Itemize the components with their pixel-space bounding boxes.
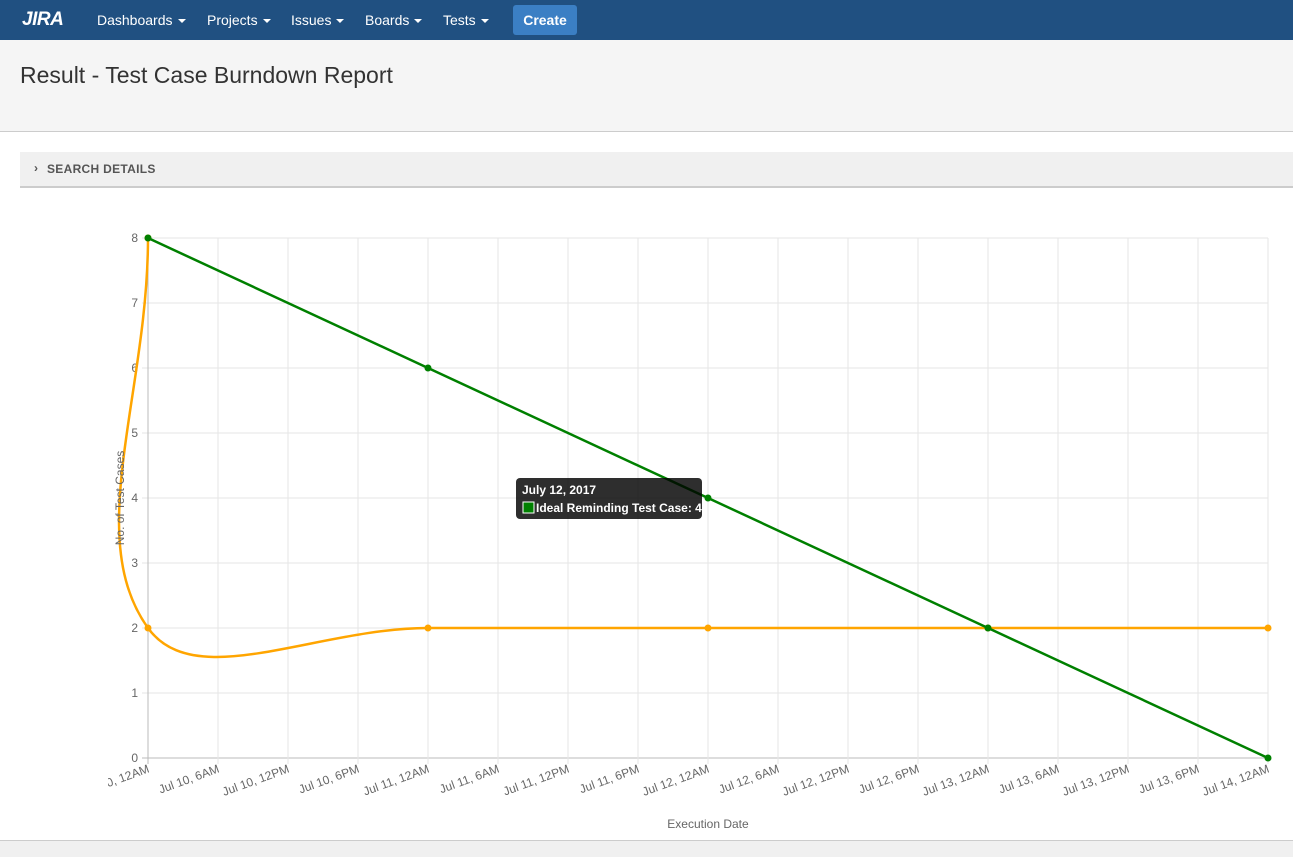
x-tick-label: Jul 11, 6PM: [578, 762, 642, 797]
search-details[interactable]: › SEARCH DETAILS: [20, 152, 1293, 188]
x-tick-label: Jul 14, 12AM: [1200, 762, 1271, 799]
x-tick-label: Jul 12, 6PM: [857, 762, 921, 797]
x-tick-label: Jul 12, 12AM: [640, 762, 711, 799]
tooltip: July 12, 2017 Ideal Reminding Test Case:…: [516, 478, 702, 519]
y-tick-label: 2: [131, 621, 138, 635]
y-tick-label: 1: [131, 686, 138, 700]
x-tick-label: Jul 12, 12PM: [780, 762, 851, 799]
data-point: [424, 364, 432, 372]
data-point: [1264, 624, 1272, 632]
tooltip-swatch: [522, 501, 535, 514]
x-tick-label: Jul 12, 6AM: [717, 762, 781, 797]
page-title: Result - Test Case Burndown Report: [20, 62, 393, 88]
x-tick-labels: Jul 10, 12AM Jul 10, 6AM Jul 10, 12PM Jul 1…: [80, 762, 1271, 799]
menu-label[interactable]: Dashboards: [97, 12, 173, 28]
x-tick-label: Jul 13, 12PM: [1060, 762, 1131, 799]
chevron[interactable]: ›: [34, 161, 38, 175]
menu-tests[interactable]: Tests: [443, 12, 489, 28]
x-tick-label: Jul 10, 12PM: [220, 762, 291, 799]
data-point: [704, 624, 712, 632]
data-point: [144, 624, 152, 632]
tooltip-label: Ideal Reminding Test Case: 4: [536, 501, 702, 515]
y-tick-label: 7: [131, 296, 138, 310]
data-point: [1264, 754, 1272, 762]
x-tick-label: Jul 10, 6AM: [157, 762, 221, 797]
x-tick-label: Jul 11, 6AM: [438, 762, 502, 797]
logo[interactable]: JIRA: [22, 9, 64, 30]
data-point: [984, 624, 992, 632]
menu-boards[interactable]: Boards: [365, 12, 423, 28]
menu-label[interactable]: Projects: [207, 12, 258, 28]
x-tick-label: Jul 13, 12AM: [920, 762, 991, 799]
menu-dashboards[interactable]: Dashboards: [97, 12, 186, 28]
x-tick-label: Jul 10, 12AM: [80, 762, 151, 799]
menu-label[interactable]: Issues: [291, 12, 332, 28]
x-axis-label: Execution Date: [667, 817, 749, 831]
x-tick-label: Jul 10, 6PM: [297, 762, 361, 797]
x-tick-label: Jul 11, 12AM: [361, 762, 431, 799]
y-tick-label: 5: [131, 426, 138, 440]
x-tick-label: Jul 13, 6AM: [997, 762, 1061, 797]
page-header: Result - Test Case Burndown Report: [0, 40, 1293, 132]
menu-projects[interactable]: Projects: [207, 12, 271, 28]
menu-label[interactable]: Tests: [443, 12, 476, 28]
y-tick-label: 8: [131, 231, 138, 245]
search-details-label[interactable]: SEARCH DETAILS: [47, 162, 156, 176]
footer-bar: [0, 840, 1293, 857]
tooltip-title: July 12, 2017: [522, 483, 596, 497]
x-tick-label: Jul 11, 12PM: [501, 762, 571, 799]
x-tick-label: Jul 13, 6PM: [1137, 762, 1201, 797]
top-nav: JIRA Dashboards Projects Issues Boards T…: [0, 0, 1293, 40]
series-line: [117, 237, 1268, 659]
data-point: [424, 624, 432, 632]
data-point: [144, 234, 152, 242]
y-tick-label: 0: [131, 751, 138, 765]
tooltip-box: [516, 478, 702, 519]
series: [117, 234, 1272, 762]
menu-issues[interactable]: Issues: [291, 12, 345, 28]
y-axis-label: No. of Test Cases: [113, 451, 127, 546]
data-point: [704, 494, 712, 502]
y-tick-label: 3: [131, 556, 138, 570]
y-tick-label: 4: [131, 491, 138, 505]
create-button[interactable]: Create: [513, 5, 577, 35]
y-tick-label: 6: [131, 361, 138, 375]
menu-label[interactable]: Boards: [365, 12, 410, 28]
